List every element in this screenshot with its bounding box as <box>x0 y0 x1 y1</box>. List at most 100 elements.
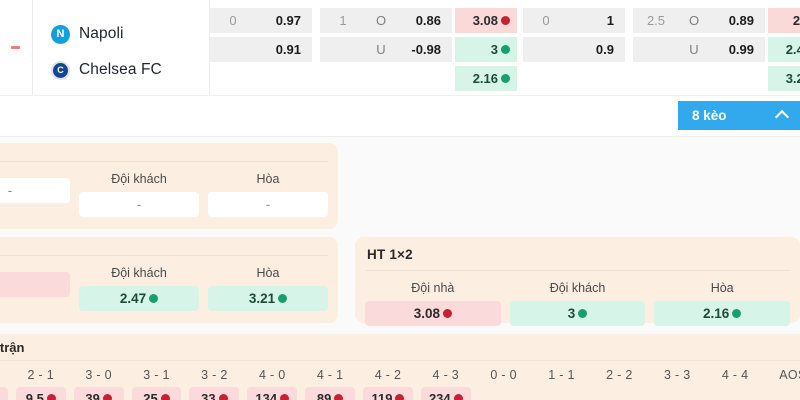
handicap-line[interactable]: 0 <box>210 8 256 33</box>
match-row: N Napoli C Chelsea FC 0 0.97 0.91 <box>0 0 800 95</box>
odds-cell[interactable]: 3.21 <box>208 286 328 311</box>
score-column: 3 - 0 39 <box>73 366 124 400</box>
score-column: 4 - 4 <box>710 366 760 400</box>
score-odds-cell[interactable]: 9.5 <box>15 387 66 400</box>
keo-toggle-button[interactable]: 8 kèo <box>678 101 800 130</box>
odds-row[interactable]: 0 1 <box>523 8 625 33</box>
over-label[interactable]: O <box>366 8 396 33</box>
odds-cell[interactable]: 3.08 <box>365 301 501 326</box>
odds-cell[interactable]: 2.47 <box>79 286 199 311</box>
score-label: 0 - 0 <box>490 368 517 382</box>
score-odds-cell[interactable]: 89 <box>305 387 356 400</box>
score-grid: 0 0 2 - 1 9.5 3 - 0 39 <box>0 361 800 400</box>
odds-pill-home[interactable]: 3.08 <box>455 8 517 33</box>
odds-value[interactable]: 1 <box>569 8 625 33</box>
total-line[interactable]: 2.5 <box>633 8 679 33</box>
score-label: 4 - 0 <box>258 368 286 382</box>
trend-up-icon <box>453 394 463 400</box>
trend-up-icon <box>501 16 510 25</box>
napoli-crest-icon: N <box>51 24 70 44</box>
odds-row[interactable]: U 0.99 <box>633 37 765 62</box>
handicap-line[interactable] <box>210 37 256 62</box>
odds-group-over-under-1: 1 O 0.86 U -0.98 <box>320 8 452 66</box>
card-column: Đội khách 2.47 <box>79 263 199 311</box>
score-odds-cell[interactable] <box>710 387 760 400</box>
odds-group-handicap-2: 0 1 0.9 <box>523 8 625 66</box>
odds-value: 25 <box>143 391 158 400</box>
score-odds-cell[interactable]: 0 <box>0 387 8 400</box>
score-odds-cell[interactable] <box>537 387 587 400</box>
handicap-line[interactable]: 0 <box>523 8 569 33</box>
odds-cell[interactable]: - <box>208 192 328 217</box>
card-title <box>0 237 338 255</box>
odds-pill-away[interactable]: 3.21 <box>768 66 800 91</box>
odds-row[interactable]: 0 0.97 <box>210 8 312 33</box>
card-column: Đội khách - <box>79 169 199 217</box>
score-odds-cell[interactable]: 134 <box>247 387 298 400</box>
odds-row[interactable]: 1 O 0.86 <box>320 8 452 33</box>
score-odds-cell[interactable]: 39 <box>73 387 124 400</box>
odds-cell[interactable] <box>0 272 70 297</box>
score-column: AOS <box>768 366 800 400</box>
odds-value[interactable]: -0.98 <box>396 37 452 62</box>
odds-pill-home[interactable]: 2.6 <box>768 8 800 33</box>
score-odds-cell[interactable] <box>652 387 702 400</box>
odds-value[interactable]: 0.91 <box>256 37 312 62</box>
trend-up-icon <box>334 394 344 400</box>
score-odds-cell[interactable] <box>768 387 800 400</box>
score-label: 2 - 2 <box>606 368 633 382</box>
score-odds-cell[interactable]: 33 <box>189 387 240 400</box>
odds-value: 2.47 <box>785 42 800 57</box>
score-odds-cell[interactable]: 234 <box>420 387 471 400</box>
column-header: Đội khách <box>549 281 606 295</box>
card-ht-1x2-left-top: - Đội khách - Hòa - <box>0 143 338 229</box>
odds-value[interactable]: 0.9 <box>569 37 625 62</box>
score-column: 4 - 3 234 <box>420 366 471 400</box>
handicap-line[interactable] <box>523 37 569 62</box>
odds-value: 2.6 <box>792 13 800 28</box>
odds-value: 3.08 <box>472 13 498 28</box>
odds-row[interactable]: 0.9 <box>523 37 625 62</box>
total-line[interactable]: 1 <box>320 8 366 33</box>
odds-cell[interactable]: 3 <box>509 301 646 326</box>
card-column: Hòa 3.21 <box>208 263 328 311</box>
odds-value[interactable]: 0.86 <box>396 8 452 33</box>
score-odds-cell[interactable] <box>594 387 644 400</box>
odds-value[interactable]: 0.97 <box>256 8 312 33</box>
score-odds-cell[interactable]: 119 <box>363 387 413 400</box>
odds-value[interactable]: 0.99 <box>709 37 765 62</box>
team-row-away[interactable]: C Chelsea FC <box>51 52 209 88</box>
odds-row[interactable]: 2.5 O 0.89 <box>633 8 765 33</box>
card-ht-1x2-right: HT 1×2 Đội nhà 3.08 Đội khách 3 <box>355 237 800 326</box>
over-label[interactable]: O <box>679 8 709 33</box>
odds-pill-away[interactable]: 2.16 <box>455 66 517 91</box>
divider <box>365 270 790 271</box>
trend-up-icon <box>46 394 56 400</box>
score-odds-cell[interactable] <box>479 387 529 400</box>
total-line[interactable] <box>320 37 366 62</box>
odds-row[interactable]: U -0.98 <box>320 37 452 62</box>
odds-cell[interactable]: - <box>0 178 70 203</box>
teams-cell[interactable]: N Napoli C Chelsea FC <box>33 0 210 95</box>
under-label[interactable]: U <box>366 37 396 62</box>
odds-pill-draw[interactable]: 2.47 <box>768 37 800 62</box>
chelsea-crest-icon: C <box>51 60 70 80</box>
odds-cell[interactable]: 2.16 <box>654 301 791 326</box>
odds-value: 3.21 <box>785 71 800 86</box>
total-line[interactable] <box>633 37 679 62</box>
score-label: 0 <box>0 366 8 387</box>
odds-value[interactable]: 0.89 <box>709 8 765 33</box>
under-label[interactable]: U <box>679 37 709 62</box>
odds-row[interactable]: 0.91 <box>210 37 312 62</box>
team-row-home[interactable]: N Napoli <box>51 16 209 52</box>
odds-value: 134 <box>255 391 278 400</box>
odds-cell[interactable]: - <box>79 192 199 217</box>
trend-down-icon <box>501 74 510 83</box>
score-label: 3 - 2 <box>201 368 228 382</box>
score-odds-cell[interactable]: 25 <box>131 387 182 400</box>
column-header <box>0 169 70 178</box>
odds-pill-draw[interactable]: 3 <box>455 37 517 62</box>
card-column: Đội khách 3 <box>509 278 646 326</box>
card-1x2-left-bottom: Đội khách 2.47 Hòa 3.21 <box>0 237 338 323</box>
